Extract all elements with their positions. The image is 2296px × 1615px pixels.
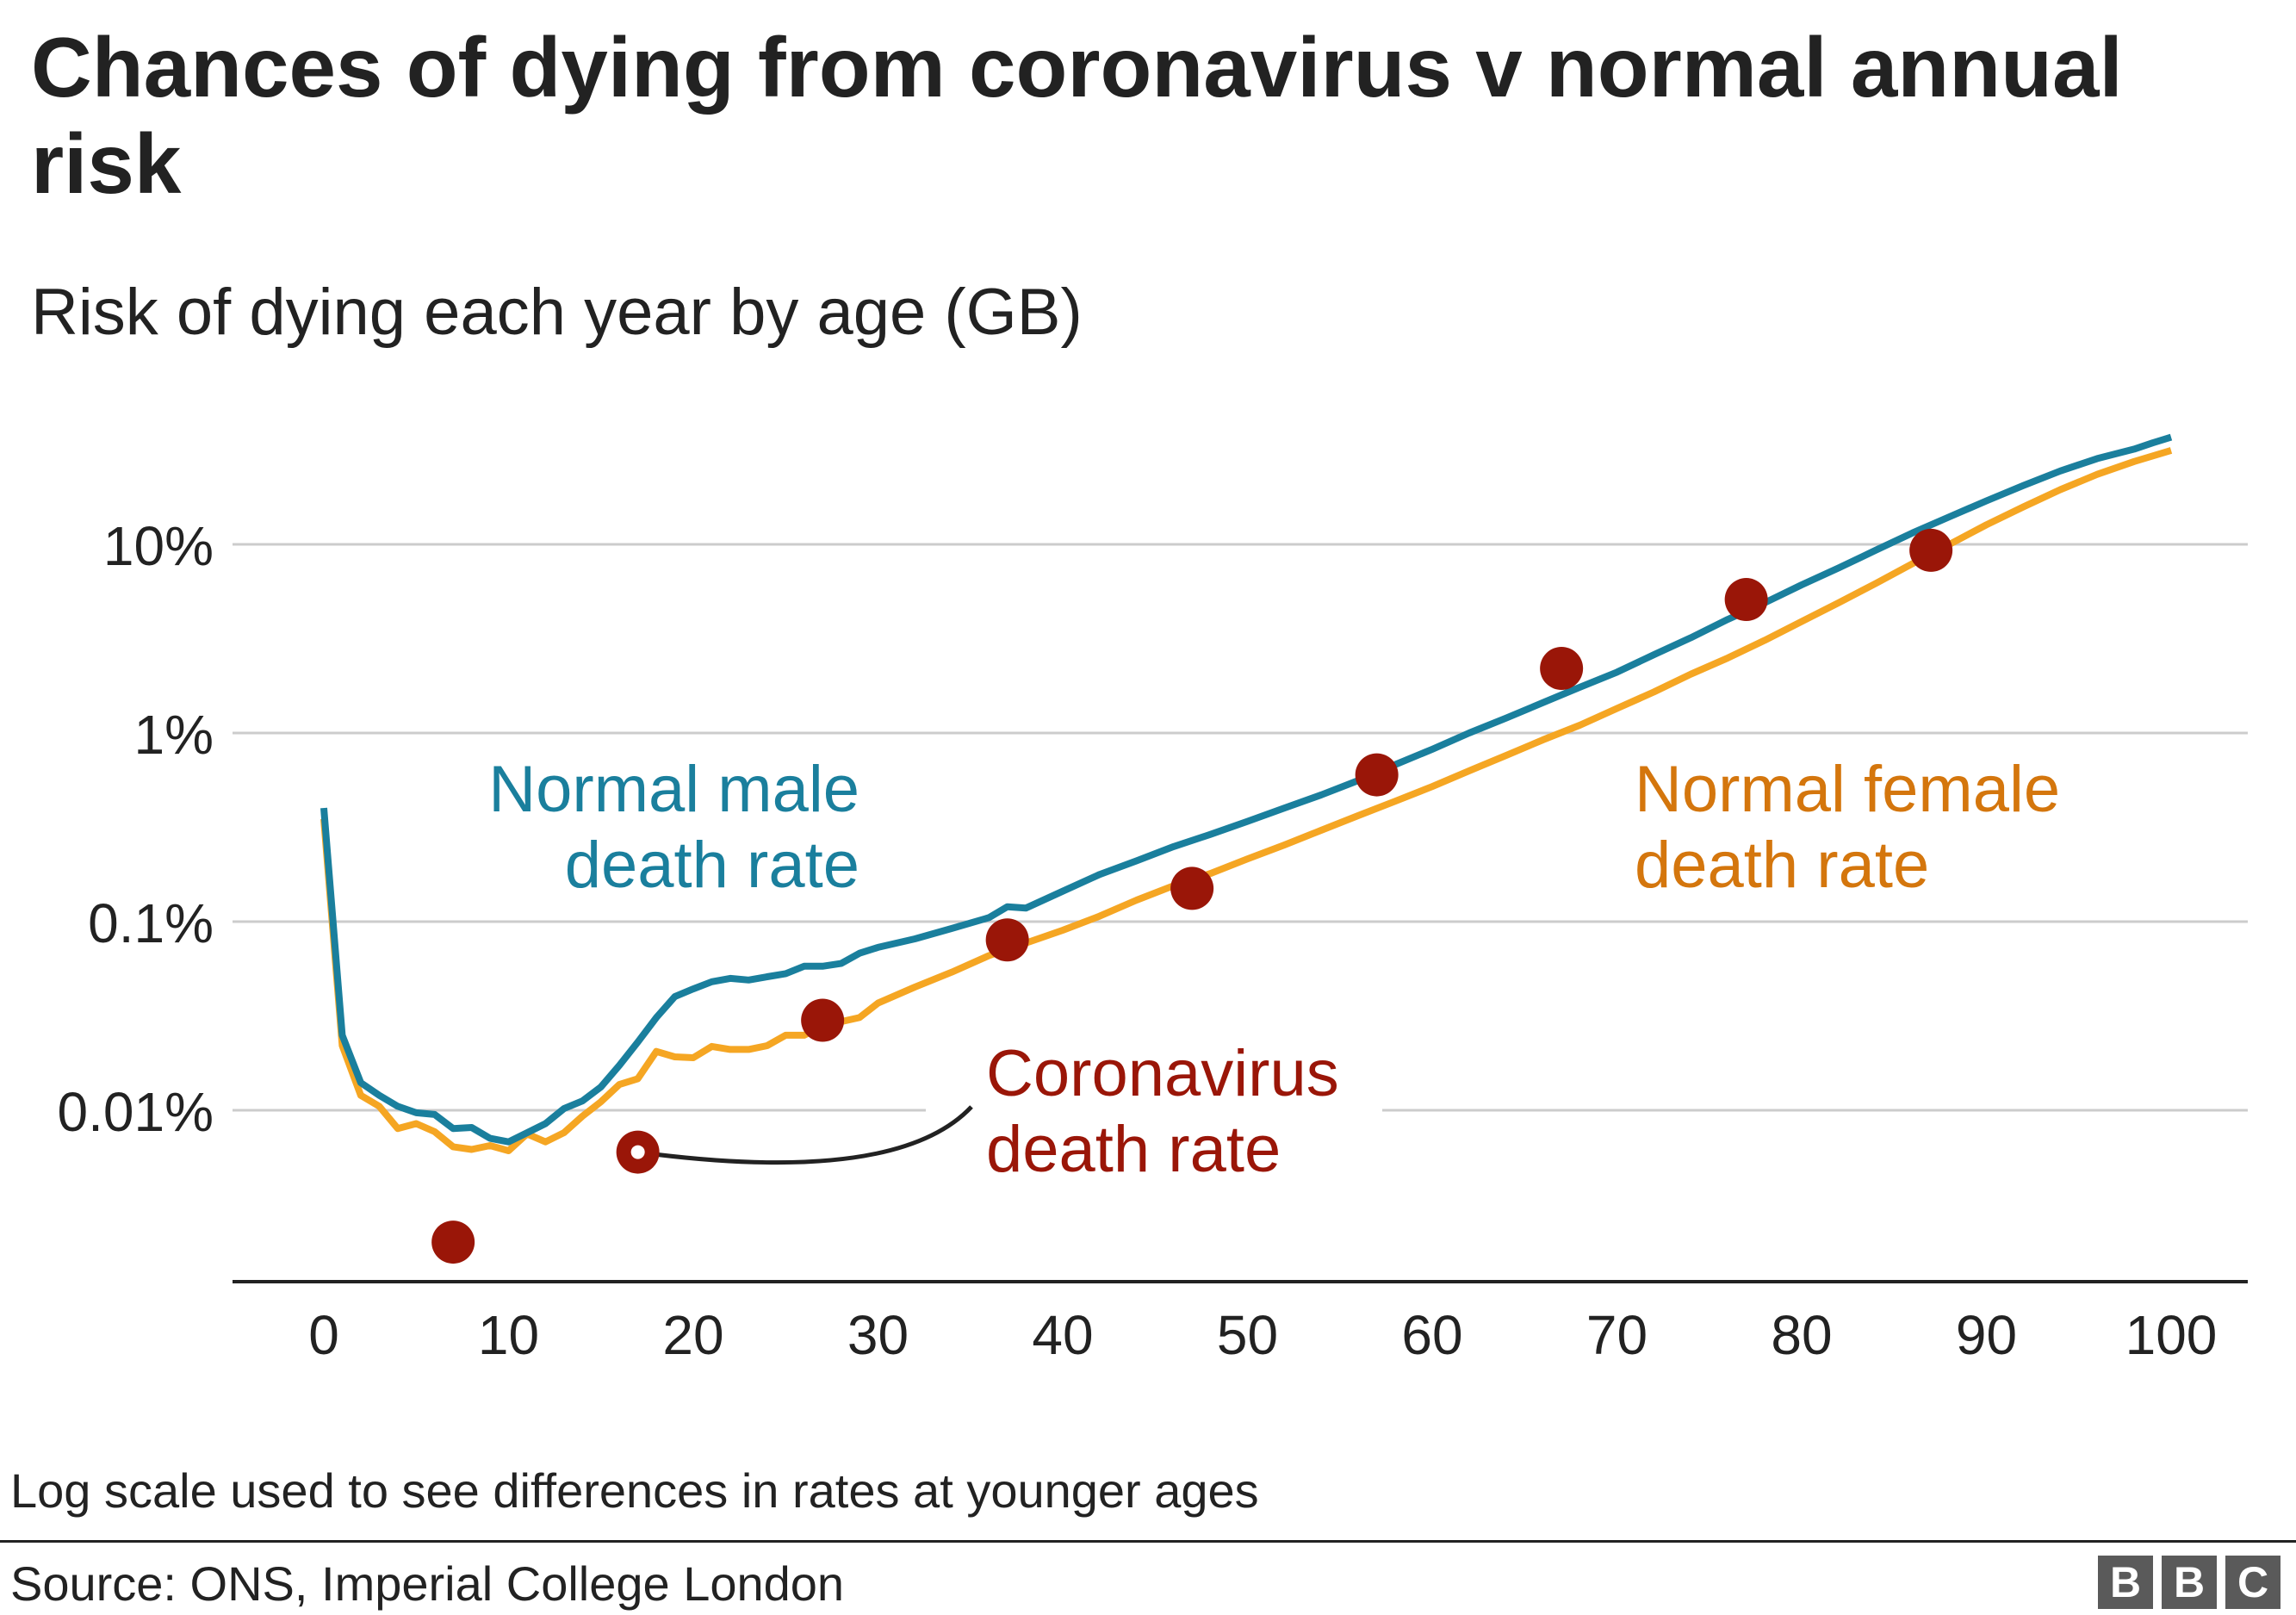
coronavirus-point	[1170, 867, 1214, 910]
x-tick-label: 10	[478, 1304, 539, 1366]
y-tick-label: 0.01%	[58, 1081, 214, 1143]
coronavirus-series-label: Coronavirus	[986, 1037, 1339, 1110]
coronavirus-series-label: death rate	[986, 1113, 1281, 1186]
chart-subtitle: Risk of dying each year by age (GB)	[31, 276, 1083, 349]
x-tick-label: 50	[1217, 1304, 1278, 1366]
x-tick-label: 90	[1956, 1304, 2017, 1366]
x-tick-label: 100	[2125, 1304, 2218, 1366]
logo-letter-b1: B	[2098, 1556, 2153, 1609]
coronavirus-point	[1909, 528, 1953, 572]
coronavirus-point	[801, 998, 845, 1042]
male-series-label: Normal male	[488, 753, 859, 826]
point-highlight	[630, 1145, 645, 1159]
x-tick-label: 40	[1032, 1304, 1093, 1366]
y-tick-label: 1%	[134, 704, 214, 766]
x-tick-label: 70	[1586, 1304, 1648, 1366]
y-tick-label: 0.1%	[88, 892, 214, 954]
male-series-label: death rate	[565, 829, 859, 902]
y-axis: 0.01% 0.1% 1% 10%	[58, 515, 214, 1143]
x-tick-label: 60	[1401, 1304, 1462, 1366]
coronavirus-point	[1540, 647, 1584, 691]
coronavirus-point	[985, 918, 1029, 962]
coronavirus-point	[1724, 578, 1768, 622]
bbc-logo: B B C	[2098, 1556, 2280, 1609]
x-tick-label: 30	[847, 1304, 909, 1366]
y-tick-label: 10%	[103, 515, 214, 577]
footnote: Log scale used to see differences in rat…	[10, 1463, 1259, 1518]
series-lines	[320, 433, 2173, 1154]
annotation-leader-line	[637, 1105, 973, 1165]
x-tick-label: 20	[662, 1304, 723, 1366]
female-series-label: death rate	[1635, 829, 1929, 902]
coronavirus-point	[1355, 753, 1399, 797]
male-death-rate-line	[320, 433, 2173, 1146]
chart-area: 0.01% 0.1% 1% 10% 0 10 20 30 40 50 60 70 80 90 100 No…	[58, 433, 2248, 1366]
source-text: Source: ONS, Imperial College London	[10, 1556, 845, 1611]
x-tick-label: 0	[308, 1304, 339, 1366]
logo-letter-c: C	[2225, 1556, 2280, 1609]
female-series-label: Normal female	[1635, 753, 2060, 826]
chart-title: Chances of dying from coronavirus v norm…	[31, 20, 2123, 211]
coronavirus-points	[431, 528, 1953, 1264]
logo-letter-b2: B	[2162, 1556, 2217, 1609]
x-tick-label: 80	[1771, 1304, 1832, 1366]
footer-divider	[0, 1540, 2296, 1543]
x-axis: 0 10 20 30 40 50 60 70 80 90 100	[233, 1280, 2248, 1366]
coronavirus-point	[431, 1221, 475, 1264]
